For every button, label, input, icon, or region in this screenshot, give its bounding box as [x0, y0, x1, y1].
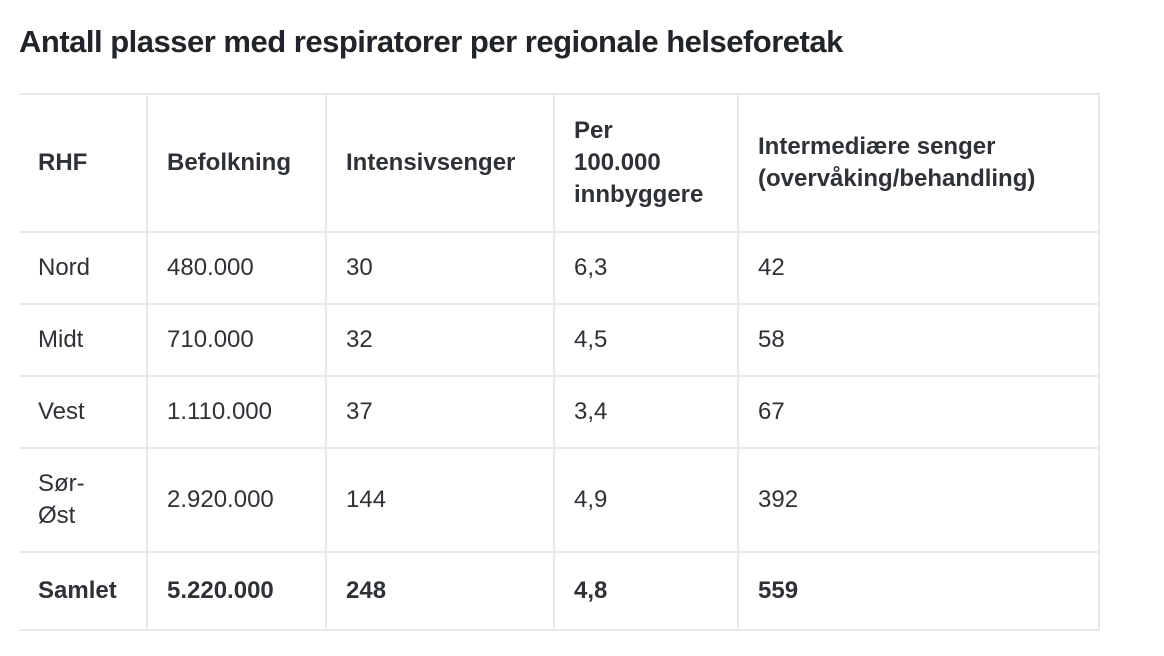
cell-rhf-total: Samlet: [19, 552, 148, 631]
cell-befolkning: 480.000: [147, 232, 327, 305]
table-row-nord: Nord 480.000 30 6,3 42: [19, 232, 1100, 305]
table-row-midt: Midt 710.000 32 4,5 58: [19, 304, 1100, 377]
cell-intensivsenger: 144: [326, 448, 555, 553]
respirator-capacity-table: RHF Befolkning Intensivsenger Per 100.00…: [19, 93, 1100, 631]
page-title: Antall plasser med respiratorer per regi…: [19, 24, 843, 59]
cell-befolkning-total: 5.220.000: [147, 552, 327, 631]
cell-rhf: Sør- Øst: [19, 448, 148, 553]
column-header-befolkning: Befolkning: [147, 93, 327, 233]
article-table-section: Antall plasser med respiratorer per regi…: [19, 24, 1100, 631]
total-row-samlet: Samlet 5.220.000 248 4,8 559: [19, 552, 1100, 631]
cell-intermediare-senger: 67: [738, 376, 1100, 449]
column-header-rhf: RHF: [19, 93, 148, 233]
cell-per-100000: 4,9: [554, 448, 739, 553]
column-header-intermediare-senger: Intermediære senger (overvåking/behandli…: [738, 93, 1100, 233]
cell-per-100000: 4,5: [554, 304, 739, 377]
cell-befolkning: 1.110.000: [147, 376, 327, 449]
cell-per-100000: 6,3: [554, 232, 739, 305]
cell-rhf: Midt: [19, 304, 148, 377]
cell-intermediare-senger: 392: [738, 448, 1100, 553]
cell-intermediare-senger: 42: [738, 232, 1100, 305]
cell-befolkning: 2.920.000: [147, 448, 327, 553]
cell-intensivsenger: 32: [326, 304, 555, 377]
table-row-vest: Vest 1.110.000 37 3,4 67: [19, 376, 1100, 449]
table-row-sor-ost: Sør- Øst 2.920.000 144 4,9 392: [19, 448, 1100, 553]
cell-intermediare-senger-total: 559: [738, 552, 1100, 631]
cell-intensivsenger-total: 248: [326, 552, 555, 631]
column-header-per-100000: Per 100.000 innbyggere: [554, 93, 739, 233]
cell-intensivsenger: 37: [326, 376, 555, 449]
cell-rhf: Vest: [19, 376, 148, 449]
cell-intensivsenger: 30: [326, 232, 555, 305]
cell-intermediare-senger: 58: [738, 304, 1100, 377]
cell-rhf: Nord: [19, 232, 148, 305]
cell-befolkning: 710.000: [147, 304, 327, 377]
column-header-intensivsenger: Intensivsenger: [326, 93, 555, 233]
header-row: RHF Befolkning Intensivsenger Per 100.00…: [19, 93, 1100, 233]
cell-per-100000: 3,4: [554, 376, 739, 449]
cell-per-100000-total: 4,8: [554, 552, 739, 631]
